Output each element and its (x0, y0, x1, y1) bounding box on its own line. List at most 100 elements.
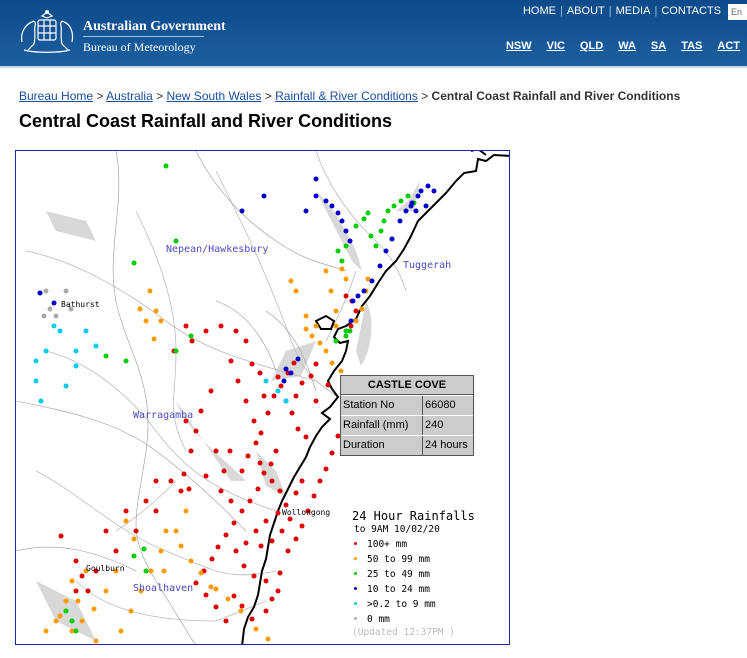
rain-dot-100-plus[interactable] (311, 493, 317, 499)
rain-dot-50-99[interactable] (143, 318, 149, 324)
rain-dot-100-plus[interactable] (335, 433, 341, 439)
rain-dot-100-plus[interactable] (235, 378, 241, 384)
rain-dot-25-49[interactable] (335, 248, 341, 254)
rain-dot-100-plus[interactable] (113, 548, 119, 554)
rain-dot-25-49[interactable] (347, 328, 353, 334)
map-canvas[interactable] (16, 151, 510, 645)
rain-dot-10-24[interactable] (403, 208, 409, 214)
rain-dot-50-99[interactable] (63, 598, 69, 604)
rain-dot-100-plus[interactable] (251, 573, 257, 579)
rain-dot-10-24[interactable] (369, 278, 375, 284)
rain-dot-100-plus[interactable] (239, 603, 245, 609)
rain-dot-100-plus[interactable] (203, 592, 209, 598)
rain-dot-10-24[interactable] (408, 203, 414, 209)
rain-dot-25-49[interactable] (373, 243, 379, 249)
rain-dot-50-99[interactable] (323, 268, 329, 274)
rain-dot-0-2-9[interactable] (275, 388, 281, 394)
rain-dot-50-99[interactable] (303, 313, 309, 319)
rain-dot-25-49[interactable] (131, 553, 137, 559)
rain-dot-0-2-9[interactable] (63, 383, 69, 389)
rain-dot-0-2-9[interactable] (33, 378, 39, 384)
rain-dot-100-plus[interactable] (143, 498, 149, 504)
rain-dot-50-99[interactable] (265, 636, 271, 642)
nav-media-link[interactable]: MEDIA (615, 5, 651, 17)
nav-about-link[interactable]: ABOUT (566, 5, 605, 17)
state-link-act[interactable]: ACT (717, 40, 740, 52)
rain-dot-100-plus[interactable] (193, 580, 199, 586)
rain-dot-25-49[interactable] (173, 238, 179, 244)
rain-dot-50-99[interactable] (293, 288, 299, 294)
rain-dot-50-99[interactable] (178, 543, 184, 549)
rain-dot-100-plus[interactable] (353, 308, 359, 314)
rain-dot-100-plus[interactable] (215, 544, 221, 550)
rain-dot-10-24[interactable] (348, 318, 354, 324)
rain-dot-100-plus[interactable] (313, 361, 319, 367)
rain-dot-100-plus[interactable] (257, 370, 263, 376)
rain-dot-100-plus[interactable] (265, 410, 271, 416)
breadcrumb-bureau-home[interactable]: Bureau Home (19, 89, 94, 103)
rain-dot-100-plus[interactable] (251, 418, 257, 424)
rain-dot-10-24[interactable] (418, 188, 424, 194)
state-link-tas[interactable]: TAS (681, 40, 703, 52)
rain-dot-0-2-9[interactable] (57, 328, 63, 334)
rain-dot-100-plus[interactable] (188, 448, 194, 454)
rain-dot-50-99[interactable] (43, 628, 49, 634)
rain-dot-100-plus[interactable] (228, 498, 234, 504)
rain-dot-10-24[interactable] (303, 208, 309, 214)
rain-dot-100-plus[interactable] (73, 588, 79, 594)
rain-dot-100-plus[interactable] (223, 618, 229, 624)
rain-dot-100-plus[interactable] (233, 328, 239, 334)
rain-dot-50-99[interactable] (83, 568, 89, 574)
rain-dot-10-24[interactable] (313, 193, 319, 199)
rain-dot-100-plus[interactable] (275, 588, 281, 594)
rain-dot-100-plus[interactable] (273, 448, 279, 454)
breadcrumb-rainfall-river[interactable]: Rainfall & River Conditions (275, 89, 418, 103)
rain-dot-25-49[interactable] (103, 353, 109, 359)
rain-dot-100-plus[interactable] (258, 430, 264, 436)
rain-dot-50-99[interactable] (303, 326, 309, 332)
rain-dot-10-24[interactable] (361, 288, 367, 294)
rain-dot-50-99[interactable] (69, 628, 75, 634)
rain-dot-25-49[interactable] (391, 203, 397, 209)
rain-dot-100-plus[interactable] (243, 540, 249, 546)
rain-dot-100-plus[interactable] (193, 428, 199, 434)
rain-dot-25-49[interactable] (361, 216, 367, 222)
rain-dot-100-plus[interactable] (308, 373, 314, 379)
rain-dot-100-plus[interactable] (263, 578, 269, 584)
rain-dot-100-plus[interactable] (153, 478, 159, 484)
search-input[interactable]: En (728, 4, 747, 20)
rain-dot-0-2-9[interactable] (51, 323, 57, 329)
rain-dot-100-plus[interactable] (249, 361, 255, 367)
rain-dot-50-99[interactable] (309, 333, 315, 339)
rain-dot-100-plus[interactable] (299, 478, 305, 484)
rain-dot-100-plus[interactable] (198, 408, 204, 414)
rain-dot-100-plus[interactable] (243, 338, 249, 344)
rain-dot-0[interactable] (68, 306, 74, 312)
rain-dot-50-99[interactable] (238, 608, 244, 614)
rain-dot-50-99[interactable] (338, 368, 344, 374)
nav-contacts-link[interactable]: CONTACTS (661, 5, 721, 17)
rain-dot-100-plus[interactable] (293, 490, 299, 496)
rain-dot-50-99[interactable] (173, 528, 179, 534)
rain-dot-0-2-9[interactable] (263, 378, 269, 384)
rain-dot-50-99[interactable] (91, 606, 97, 612)
rain-dot-10-24[interactable] (431, 188, 437, 194)
rain-dot-100-plus[interactable] (285, 548, 291, 554)
rain-dot-50-99[interactable] (328, 288, 334, 294)
rain-dot-100-plus[interactable] (299, 523, 305, 529)
rain-dot-50-99[interactable] (103, 588, 109, 594)
rain-dot-25-49[interactable] (143, 568, 149, 574)
rain-dot-25-49[interactable] (343, 243, 349, 249)
rain-dot-50-99[interactable] (253, 626, 259, 632)
rain-dot-100-plus[interactable] (283, 502, 289, 508)
rain-dot-100-plus[interactable] (189, 338, 195, 344)
breadcrumb-new-south-wales[interactable]: New South Wales (166, 89, 262, 103)
rain-dot-100-plus[interactable] (261, 393, 267, 399)
rain-dot-100-plus[interactable] (227, 448, 233, 454)
station-popup[interactable]: CASTLE COVE Station No 66080 Rainfall (m… (340, 375, 474, 456)
rain-dot-25-49[interactable] (339, 258, 345, 264)
nav-home-link[interactable]: HOME (522, 5, 556, 17)
rain-dot-10-24[interactable] (283, 366, 289, 372)
rain-dot-100-plus[interactable] (343, 293, 349, 299)
rain-dot-0[interactable] (43, 288, 49, 294)
